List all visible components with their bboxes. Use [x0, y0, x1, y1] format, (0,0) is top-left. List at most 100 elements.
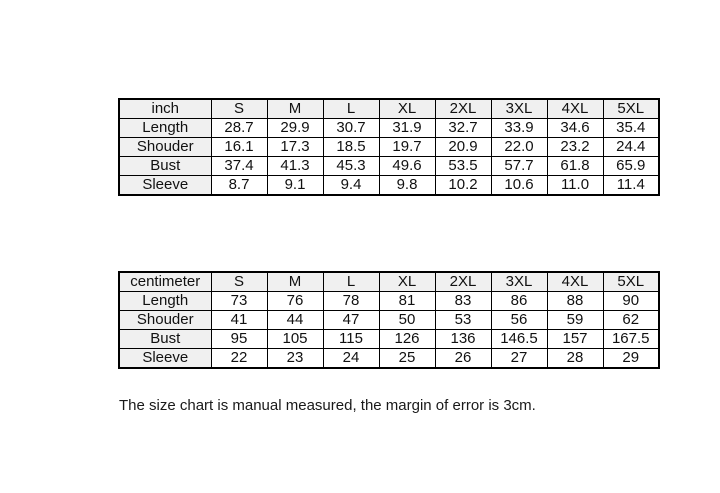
measurement-value-cell: 32.7 [434, 118, 492, 138]
measurement-value-cell: 25 [378, 348, 436, 369]
size-column-header-cell: L [322, 271, 380, 292]
table-unit-header-cell: inch [118, 98, 212, 119]
table-unit-header-cell: centimeter [118, 271, 212, 292]
measurement-value-cell: 136 [434, 329, 492, 349]
size-column-header-cell: S [210, 271, 268, 292]
measurement-value-cell: 53.5 [434, 156, 492, 176]
measurement-value-cell: 167.5 [602, 329, 660, 349]
measurement-value-cell: 23.2 [546, 137, 604, 157]
measurement-value-cell: 10.2 [434, 175, 492, 196]
measurement-label-cell: Bust [118, 329, 212, 349]
measurement-value-cell: 8.7 [210, 175, 268, 196]
inch-size-table-header: inch S M L XL 2XL 3XL 4XL 5XL [118, 98, 660, 119]
size-column-header-cell: M [266, 98, 324, 119]
measurement-value-cell: 41 [210, 310, 268, 330]
table-row: Shouder 41 44 47 50 53 56 59 62 [118, 310, 660, 330]
measurement-value-cell: 20.9 [434, 137, 492, 157]
measurement-value-cell: 30.7 [322, 118, 380, 138]
measurement-value-cell: 24.4 [602, 137, 660, 157]
measurement-value-cell: 126 [378, 329, 436, 349]
measurement-value-cell: 157 [546, 329, 604, 349]
measurement-value-cell: 29.9 [266, 118, 324, 138]
measurement-value-cell: 88 [546, 291, 604, 311]
table-row: Sleeve 8.7 9.1 9.4 9.8 10.2 10.6 11.0 11.4 [118, 175, 660, 196]
measurement-value-cell: 95 [210, 329, 268, 349]
measurement-value-cell: 11.4 [602, 175, 660, 196]
size-column-header-cell: 4XL [546, 98, 604, 119]
measurement-value-cell: 146.5 [490, 329, 548, 349]
centimeter-size-table-body: Length 73 76 78 81 83 86 88 90 Shouder 41 44 47 50 53 5… [118, 291, 660, 369]
table-row: Length 73 76 78 81 83 86 88 90 [118, 291, 660, 311]
measurement-value-cell: 19.7 [378, 137, 436, 157]
table-header-row: inch S M L XL 2XL 3XL 4XL 5XL [118, 98, 660, 119]
size-column-header-cell: XL [378, 271, 436, 292]
measurement-label-cell: Shouder [118, 310, 212, 330]
measurement-value-cell: 61.8 [546, 156, 604, 176]
measurement-value-cell: 17.3 [266, 137, 324, 157]
measurement-value-cell: 35.4 [602, 118, 660, 138]
measurement-value-cell: 22 [210, 348, 268, 369]
measurement-label-cell: Length [118, 291, 212, 311]
measurement-value-cell: 59 [546, 310, 604, 330]
measurement-value-cell: 23 [266, 348, 324, 369]
size-column-header-cell: 2XL [434, 271, 492, 292]
size-column-header-cell: L [322, 98, 380, 119]
measurement-value-cell: 34.6 [546, 118, 604, 138]
measurement-value-cell: 22.0 [490, 137, 548, 157]
measurement-value-cell: 56 [490, 310, 548, 330]
table-row: Shouder 16.1 17.3 18.5 19.7 20.9 22.0 23.2 24.4 [118, 137, 660, 157]
measurement-value-cell: 76 [266, 291, 324, 311]
table-row: Bust 95 105 115 126 136 146.5 157 167.5 [118, 329, 660, 349]
measurement-value-cell: 47 [322, 310, 380, 330]
measurement-value-cell: 28.7 [210, 118, 268, 138]
measurement-value-cell: 33.9 [490, 118, 548, 138]
size-column-header-cell: M [266, 271, 324, 292]
measurement-value-cell: 86 [490, 291, 548, 311]
centimeter-size-table-header: centimeter S M L XL 2XL 3XL 4XL 5XL [118, 271, 660, 292]
measurement-label-cell: Sleeve [118, 175, 212, 196]
measurement-value-cell: 9.4 [322, 175, 380, 196]
size-column-header-cell: 3XL [490, 98, 548, 119]
measurement-value-cell: 73 [210, 291, 268, 311]
size-column-header-cell: 2XL [434, 98, 492, 119]
measurement-value-cell: 115 [322, 329, 380, 349]
measurement-value-cell: 45.3 [322, 156, 380, 176]
measurement-value-cell: 9.1 [266, 175, 324, 196]
size-column-header-cell: 3XL [490, 271, 548, 292]
measurement-value-cell: 24 [322, 348, 380, 369]
size-column-header-cell: 4XL [546, 271, 604, 292]
measurement-value-cell: 31.9 [378, 118, 436, 138]
size-column-header-cell: 5XL [602, 271, 660, 292]
measurement-label-cell: Sleeve [118, 348, 212, 369]
inch-size-table: inch S M L XL 2XL 3XL 4XL 5XL Length 28.7 29.9 30.7… [118, 98, 660, 196]
measurement-value-cell: 78 [322, 291, 380, 311]
measurement-value-cell: 83 [434, 291, 492, 311]
measurement-value-cell: 26 [434, 348, 492, 369]
table-row: Bust 37.4 41.3 45.3 49.6 53.5 57.7 61.8 65.9 [118, 156, 660, 176]
measurement-label-cell: Length [118, 118, 212, 138]
size-column-header-cell: 5XL [602, 98, 660, 119]
measurement-value-cell: 29 [602, 348, 660, 369]
measurement-value-cell: 49.6 [378, 156, 436, 176]
measurement-value-cell: 37.4 [210, 156, 268, 176]
measurement-value-cell: 62 [602, 310, 660, 330]
table-row: Length 28.7 29.9 30.7 31.9 32.7 33.9 34.6 35.4 [118, 118, 660, 138]
measurement-value-cell: 41.3 [266, 156, 324, 176]
measurement-value-cell: 10.6 [490, 175, 548, 196]
measurement-value-cell: 27 [490, 348, 548, 369]
measurement-value-cell: 50 [378, 310, 436, 330]
measurement-value-cell: 16.1 [210, 137, 268, 157]
measurement-label-cell: Bust [118, 156, 212, 176]
centimeter-size-table: centimeter S M L XL 2XL 3XL 4XL 5XL Length 73 76 78… [118, 271, 660, 369]
measurement-value-cell: 28 [546, 348, 604, 369]
measurement-value-cell: 53 [434, 310, 492, 330]
measurement-value-cell: 11.0 [546, 175, 604, 196]
table-row: Sleeve 22 23 24 25 26 27 28 29 [118, 348, 660, 369]
measurement-label-cell: Shouder [118, 137, 212, 157]
measurement-value-cell: 65.9 [602, 156, 660, 176]
measurement-value-cell: 57.7 [490, 156, 548, 176]
measurement-value-cell: 18.5 [322, 137, 380, 157]
measurement-disclaimer-note: The size chart is manual measured, the m… [119, 397, 536, 414]
size-column-header-cell: XL [378, 98, 436, 119]
